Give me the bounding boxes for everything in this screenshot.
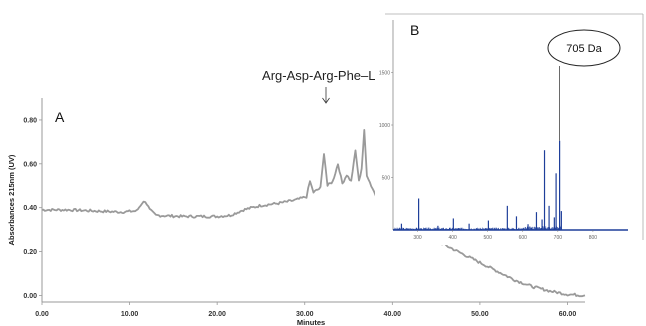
spectrum-y-tick-label: 1500 <box>379 71 390 77</box>
chromatogram-y-ticks: 0.00 0.20 0.40 0.60 0.80 <box>23 117 42 300</box>
chromatogram-x-tick-label: 30.00 <box>296 311 314 318</box>
spectrum-x-tick-label: 600 <box>519 235 528 241</box>
panel-b-label: B <box>410 22 419 38</box>
chromatogram-x-tick-label: 0.00 <box>35 311 49 318</box>
spectrum-x-tick-label: 500 <box>484 235 493 241</box>
mass-label: 705 Da <box>566 43 602 55</box>
panel-a-label: A <box>55 109 65 125</box>
mass-spectrum-y-ticks: 500 1000 1500 <box>379 71 393 182</box>
chromatogram-y-axis-label: Absorbances 215nm (UV) <box>7 154 16 245</box>
chromatogram-x-tick-label: 60.00 <box>559 311 577 318</box>
chromatogram-trace <box>41 129 586 298</box>
chromatogram-y-tick-label: 0.80 <box>23 117 37 124</box>
spectrum-x-tick-label: 700 <box>554 235 563 241</box>
chromatogram-x-tick-label: 20.00 <box>208 311 226 318</box>
chromatogram-panel: 0.00 10.00 20.00 30.00 40.00 50.00 60.00 0.000… <box>7 68 586 326</box>
mass-spectrum-peaks <box>400 140 562 230</box>
mass-spectrum-x-ticks: 300 400 500 600 700 800 <box>413 230 597 241</box>
chromatogram-y-tick-label: 0.00 <box>23 293 37 300</box>
chromatogram-y-tick-label: 0.40 <box>23 205 37 212</box>
chromatogram-x-tick-label: 10.00 <box>121 311 139 318</box>
chromatogram-y-tick-label: 0.60 <box>23 161 37 168</box>
chromatogram-x-axis-label: Minutes <box>297 318 325 326</box>
chromatogram-y-tick-label: 0.20 <box>23 249 37 256</box>
peak-annotation: Arg-Asp-Arg-Phe–Leu <box>262 68 390 83</box>
spectrum-x-tick-label: 800 <box>589 235 598 241</box>
chromatogram-x-tick-label: 40.00 <box>384 311 402 318</box>
spectrum-x-tick-label: 400 <box>448 235 457 241</box>
peak-annotation-arrowhead <box>322 97 330 104</box>
spectrum-y-tick-label: 1000 <box>379 123 390 129</box>
chromatogram-x-tick-label: 50.00 <box>471 311 489 318</box>
mass-label-ellipse <box>547 29 621 67</box>
spectrum-y-tick-label: 500 <box>382 176 391 182</box>
chromatogram-x-ticks: 0.00 10.00 20.00 30.00 40.00 50.00 60.00 <box>35 302 576 318</box>
spectrum-x-tick-label: 300 <box>413 235 422 241</box>
mass-spectrum-panel: 300 400 500 600 700 800 500 1000 1500 B 705 Da <box>375 13 646 245</box>
